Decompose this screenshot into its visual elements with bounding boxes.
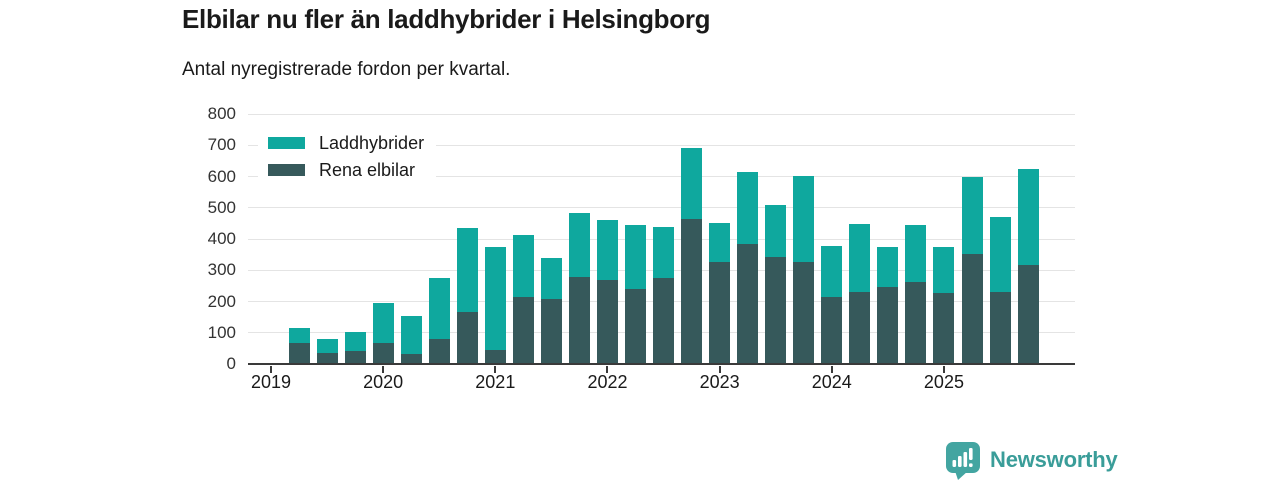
bar-segment-laddhybrider (933, 246, 955, 293)
legend: Laddhybrider Rena elbilar (258, 127, 437, 186)
gridline-y-800 (248, 113, 1075, 115)
bar-segment-laddhybrider (316, 339, 338, 354)
bar-segment-laddhybrider (400, 316, 422, 354)
bar-segment-laddhybrider (821, 245, 843, 297)
bar-segment-laddhybrider (540, 258, 562, 299)
y-axis-label: 100 (207, 322, 236, 342)
newsworthy-logo: Newsworthy (944, 440, 1118, 480)
x-axis-label: 2022 (587, 372, 628, 392)
legend-label: Laddhybrider (319, 132, 425, 153)
bar-segment-laddhybrider (1017, 169, 1039, 265)
chart-title: Elbilar nu fler än laddhybrider i Helsin… (182, 4, 711, 34)
bar-segment-rena-elbilar (316, 353, 338, 364)
bar-segment-rena-elbilar (568, 276, 590, 364)
bar-segment-laddhybrider (765, 204, 787, 257)
x-axis-label: 2024 (811, 372, 852, 392)
bar-segment-laddhybrider (484, 247, 506, 350)
y-axis-label: 600 (207, 166, 236, 186)
gridline-y-600 (248, 176, 1075, 177)
y-axis-label: 700 (207, 135, 236, 155)
legend-item-rena-elbilar: Rena elbilar (268, 159, 424, 181)
bar-segment-laddhybrider (849, 224, 871, 292)
y-axis-label: 0 (226, 354, 236, 373)
bar-segment-rena-elbilar (625, 289, 647, 364)
legend-swatch-laddhybrider (268, 137, 305, 149)
bar-segment-laddhybrider (653, 227, 675, 278)
bar-segment-rena-elbilar (344, 350, 366, 364)
y-axis-label: 400 (207, 229, 236, 248)
bar-segment-laddhybrider (372, 303, 394, 344)
bar-segment-laddhybrider (709, 222, 731, 263)
bar-segment-rena-elbilar (961, 254, 983, 364)
bar-chart-speech-bubble-icon (946, 442, 980, 480)
bar-segment-laddhybrider (512, 234, 534, 297)
bar-segment-rena-elbilar (877, 287, 899, 364)
bar-segment-rena-elbilar (821, 296, 843, 364)
x-axis-tick-2021 (494, 366, 497, 373)
gridline-y-500 (248, 207, 1075, 209)
legend-swatch-rena-elbilar (268, 164, 305, 176)
x-axis-tick-2022 (606, 366, 609, 373)
brand-name: Newsworthy (990, 447, 1118, 472)
bar-segment-rena-elbilar (905, 282, 927, 364)
bar-segment-rena-elbilar (484, 349, 506, 364)
legend-item-laddhybrider: Laddhybrider (268, 132, 424, 154)
bar-segment-rena-elbilar (989, 292, 1011, 364)
y-axis-label: 800 (207, 104, 236, 123)
bar-segment-rena-elbilar (737, 244, 759, 364)
bar-segment-rena-elbilar (653, 277, 675, 364)
bar-segment-laddhybrider (625, 224, 647, 289)
x-axis-tick-2020 (382, 366, 385, 373)
x-axis-tick-2024 (830, 366, 833, 373)
bar-segment-rena-elbilar (933, 292, 955, 364)
bar-segment-laddhybrider (288, 328, 310, 343)
y-axis-label: 200 (207, 291, 236, 311)
bar-segment-rena-elbilar (849, 291, 871, 364)
y-axis-label: 500 (207, 197, 236, 217)
bar-segment-laddhybrider (596, 220, 618, 280)
bar-segment-laddhybrider (568, 213, 590, 277)
bar-segment-rena-elbilar (709, 262, 731, 364)
bar-segment-rena-elbilar (288, 342, 310, 364)
bar-segment-rena-elbilar (540, 298, 562, 364)
x-axis-tick-2025 (942, 366, 945, 373)
bar-segment-rena-elbilar (456, 311, 478, 364)
bar-segment-rena-elbilar (512, 296, 534, 364)
legend-label: Rena elbilar (319, 159, 416, 180)
bar-segment-laddhybrider (456, 227, 478, 312)
x-axis-label: 2025 (923, 372, 964, 392)
bar-segment-laddhybrider (877, 247, 899, 288)
bar-segment-laddhybrider (905, 225, 927, 283)
bar-segment-laddhybrider (344, 331, 366, 351)
bar-segment-laddhybrider (681, 147, 703, 219)
bar-segment-rena-elbilar (681, 219, 703, 364)
x-axis-line (248, 363, 1075, 365)
bar-segment-laddhybrider (737, 172, 759, 245)
y-axis-label: 300 (207, 260, 236, 280)
bar-segment-rena-elbilar (765, 256, 787, 364)
x-axis-tick-2019 (270, 366, 272, 373)
bar-segment-rena-elbilar (793, 262, 815, 364)
plot-area: 0 100 200 300 400 500 600 700 800 2019 2020 2021 202… (208, 104, 1075, 392)
bar-segment-laddhybrider (989, 217, 1011, 293)
x-axis-label: 2019 (250, 372, 292, 392)
x-axis-label: 2021 (475, 372, 516, 392)
bar-segment-laddhybrider (793, 176, 815, 263)
bar-segment-rena-elbilar (400, 353, 422, 364)
bar-segment-rena-elbilar (428, 339, 450, 364)
gridline-y-700 (248, 144, 1075, 146)
bar-segment-laddhybrider (961, 177, 983, 254)
bar-segment-rena-elbilar (1017, 264, 1039, 364)
x-axis-tick-2023 (718, 366, 721, 373)
chart-subtitle: Antal nyregistrerade fordon per kvartal. (182, 59, 511, 80)
bar-segment-rena-elbilar (372, 343, 394, 364)
bar-segment-rena-elbilar (596, 279, 618, 364)
x-axis-label: 2023 (699, 372, 740, 392)
x-axis-label: 2020 (363, 372, 404, 392)
bar-segment-laddhybrider (428, 278, 450, 339)
